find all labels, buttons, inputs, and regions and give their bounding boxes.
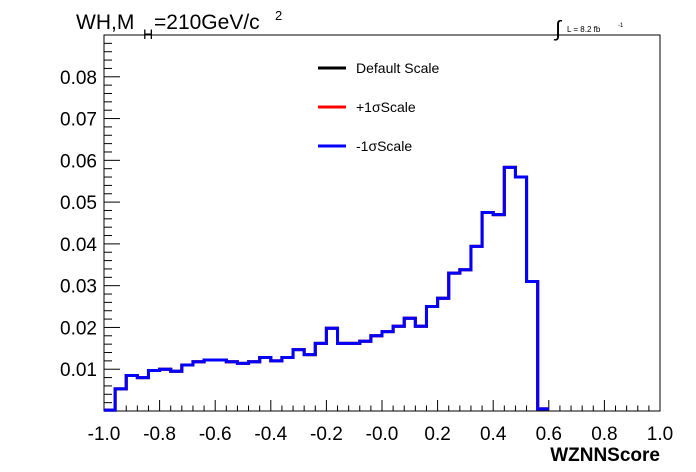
title-subscript: H bbox=[143, 26, 153, 42]
plot-frame bbox=[103, 34, 661, 412]
x-tick-label: 0.4 bbox=[480, 424, 507, 445]
luminosity-label: ∫ L = 8.2 fb -1 bbox=[553, 16, 624, 41]
y-tick-label: 0.04 bbox=[60, 235, 97, 256]
legend: Default Scale +1σScale -1σScale bbox=[318, 60, 439, 154]
x-tick-label: -0.6 bbox=[199, 424, 232, 445]
title-main: WH,M bbox=[76, 11, 134, 34]
x-tick-label: 0.6 bbox=[536, 424, 562, 445]
lumi-text: L = 8.2 fb bbox=[567, 25, 601, 34]
x-tick-label: -0.8 bbox=[143, 424, 176, 445]
lumi-integral-sign: ∫ bbox=[553, 16, 563, 41]
y-axis: 0.01 0.02 0.03 0.04 0.05 0.06 0.07 0.08 bbox=[60, 42, 120, 404]
y-tick-label: 0.05 bbox=[60, 193, 97, 214]
x-tick-label: -0.4 bbox=[254, 424, 287, 445]
title-superscript: 2 bbox=[275, 8, 282, 23]
series-line bbox=[104, 165, 549, 412]
x-tick-label: 0.2 bbox=[424, 424, 450, 445]
y-tick-label: 0.06 bbox=[60, 151, 97, 172]
legend-label: Default Scale bbox=[356, 60, 439, 76]
y-tick-label: 0.01 bbox=[60, 360, 97, 381]
series-group bbox=[104, 165, 549, 412]
y-tick-label: 0.03 bbox=[60, 277, 97, 298]
legend-label: +1σScale bbox=[356, 99, 416, 115]
y-tick-label: 0.02 bbox=[60, 318, 97, 339]
series-line bbox=[104, 165, 549, 412]
lumi-superscript: -1 bbox=[618, 23, 624, 29]
x-axis-label: WZNNScore bbox=[550, 445, 660, 466]
y-tick-label: 0.08 bbox=[60, 68, 97, 89]
x-axis: -1.0 -0.8 -0.6 -0.4 -0.2 -0.0 0.2 0.4 0.6 0.8 1.0 bbox=[88, 400, 673, 445]
title-rest: =210GeV/c bbox=[154, 11, 260, 34]
x-tick-label: 0.8 bbox=[591, 424, 617, 445]
x-tick-label: -0.0 bbox=[366, 424, 399, 445]
chart-title: WH,M H =210GeV/c 2 bbox=[76, 8, 282, 42]
x-tick-label: 1.0 bbox=[647, 424, 673, 445]
x-tick-label: -1.0 bbox=[88, 424, 121, 445]
y-tick-label: 0.07 bbox=[60, 110, 97, 131]
legend-label: -1σScale bbox=[356, 138, 412, 154]
series-line bbox=[104, 165, 549, 412]
x-tick-label: -0.2 bbox=[310, 424, 343, 445]
